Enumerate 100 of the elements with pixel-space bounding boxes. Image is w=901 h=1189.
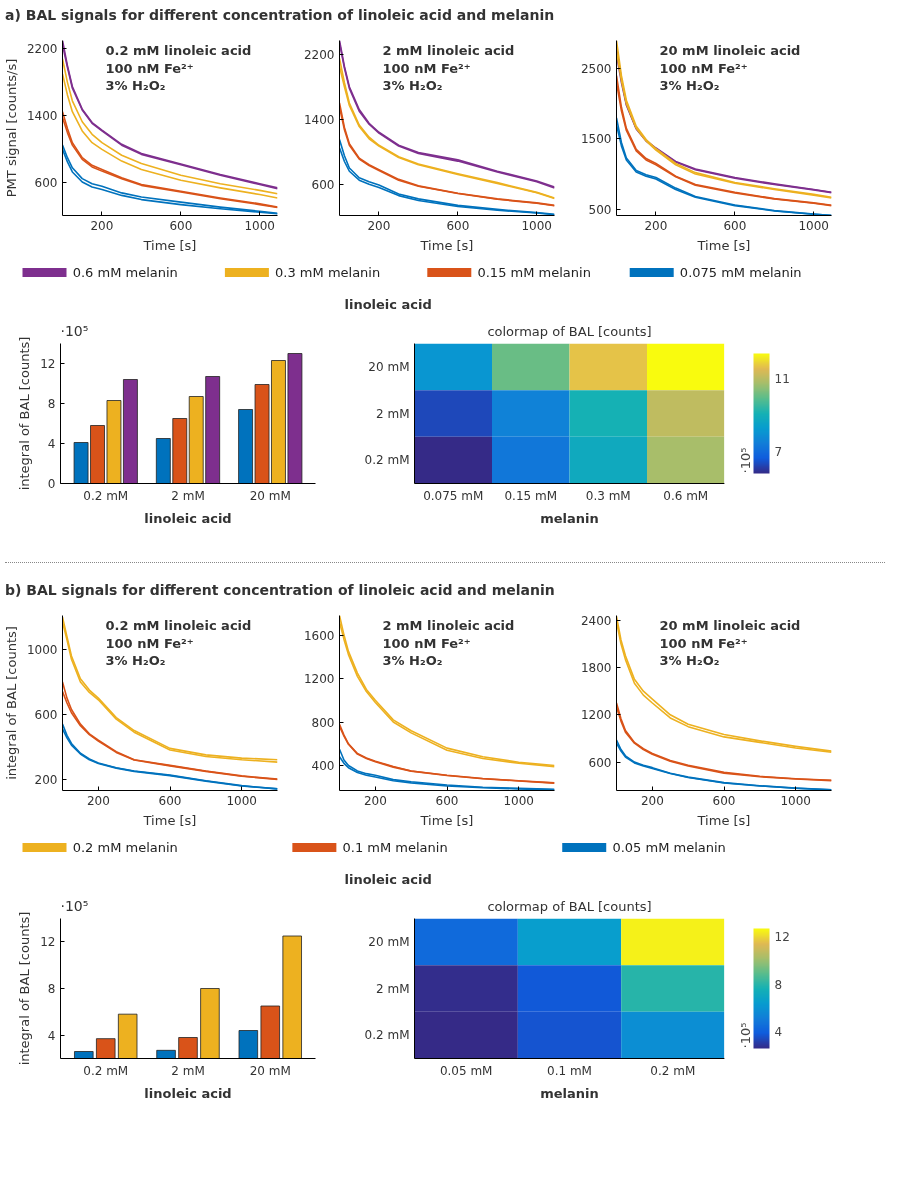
- chart-title: a) BAL signals for different concentration of linoleic acid and melanin: [5, 7, 555, 23]
- annotation: 3% H₂O₂: [105, 653, 166, 668]
- annotation: 3% H₂O₂: [105, 78, 166, 93]
- y-tick-label: 400: [311, 759, 335, 773]
- y-tick-label: 600: [311, 177, 335, 192]
- annotation: 100 nM Fe²⁺: [105, 635, 194, 651]
- x-tick-label: 0.2 mM: [83, 1063, 129, 1078]
- text: ·10⁵: [737, 1022, 753, 1049]
- x-tick-label: 1000: [521, 218, 553, 233]
- x-axis-title: Time [s]: [419, 812, 474, 828]
- x-tick-label: 0.05 mM: [439, 1063, 493, 1078]
- color-bar-label: 7: [774, 445, 783, 460]
- x-tick-label: 20 mM: [249, 1063, 291, 1078]
- x-tick-label: 200: [90, 218, 114, 233]
- y-axis-title: linoleic acid: [344, 296, 432, 312]
- y-tick-label: 200: [34, 772, 58, 787]
- y-tick-label: 600: [588, 755, 612, 770]
- y-tick-label: 1400: [303, 112, 335, 127]
- legend-label: 0.2 mM melanin: [72, 840, 178, 855]
- color-bar-label: 12: [774, 930, 790, 945]
- annotation: 100 nM Fe²⁺: [105, 60, 194, 76]
- y-axis-title: integral of BAL [counts]: [17, 911, 33, 1066]
- y-tick-label: 800: [311, 715, 335, 730]
- annotation: 3% H₂O₂: [659, 78, 720, 93]
- x-axis-title: Time [s]: [142, 237, 197, 253]
- legend-label: 0.3 mM melanin: [275, 265, 381, 280]
- x-tick-label: 0.6 mM: [663, 488, 709, 503]
- x-axis-title: linoleic acid: [144, 510, 232, 526]
- y-tick-label: 0.2 mM: [364, 1028, 410, 1043]
- y-tick-label: 1400: [26, 109, 58, 124]
- annotation: 100 nM Fe²⁺: [659, 60, 748, 76]
- x-axis-title: Time [s]: [696, 812, 751, 828]
- text: ·10⁵: [737, 447, 753, 474]
- x-axis-title: melanin: [540, 510, 599, 526]
- x-tick-label: 0.2 mM: [83, 488, 129, 503]
- x-tick-label: 0.1 mM: [547, 1063, 592, 1078]
- y-tick-label: 1200: [580, 708, 612, 723]
- legend-label: 0.05 mM melanin: [612, 840, 726, 855]
- x-tick-label: 0.15 mM: [504, 488, 558, 503]
- x-tick-label: 600: [158, 793, 182, 808]
- x-tick-label: 200: [640, 793, 664, 808]
- x-tick-label: 20 mM: [249, 488, 291, 503]
- y-axis-title: integral of BAL [counts]: [3, 626, 19, 780]
- y-tick-label: 1200: [303, 672, 335, 687]
- annotation: 100 nM Fe²⁺: [659, 635, 748, 651]
- annotation: 0.2 mM linoleic acid: [105, 618, 252, 633]
- annotation: 100 nM Fe²⁺: [382, 60, 471, 76]
- x-axis-title: linoleic acid: [144, 1085, 232, 1101]
- legend-label: 0.1 mM melanin: [342, 840, 448, 855]
- x-tick-label: 1000: [798, 218, 830, 233]
- chart-title: colormap of BAL [counts]: [487, 323, 652, 339]
- y-tick-label: 0.2 mM: [364, 453, 410, 468]
- y-tick-label: 1000: [26, 643, 58, 658]
- x-tick-label: 0.075 mM: [423, 488, 484, 503]
- y-tick-label: 12: [40, 357, 56, 371]
- y-tick-label: 2500: [580, 62, 612, 77]
- text: ·10⁵: [60, 897, 89, 914]
- annotation: 3% H₂O₂: [382, 78, 443, 93]
- color-bar-label: 4: [774, 1025, 783, 1040]
- x-tick-label: 2 mM: [171, 488, 205, 503]
- annotation: 100 nM Fe²⁺: [382, 635, 471, 651]
- x-tick-label: 200: [86, 793, 110, 808]
- y-tick-label: 600: [34, 707, 58, 722]
- y-tick-label: 2200: [26, 42, 58, 57]
- color-bar-label: 11: [774, 372, 790, 387]
- x-tick-label: 600: [446, 218, 470, 233]
- legend-label: 0.6 mM melanin: [72, 265, 178, 280]
- legend-label: 0.15 mM melanin: [477, 265, 591, 280]
- y-tick-label: 4: [47, 1028, 56, 1043]
- x-tick-label: 2 mM: [171, 1063, 205, 1078]
- y-tick-label: 20 mM: [368, 359, 410, 374]
- annotation: 20 mM linoleic acid: [659, 43, 801, 58]
- y-tick-label: 2200: [303, 47, 335, 62]
- annotation: 20 mM linoleic acid: [659, 618, 801, 633]
- annotation: 3% H₂O₂: [382, 653, 443, 668]
- x-tick-label: 600: [712, 793, 736, 808]
- y-tick-label: 12: [40, 935, 56, 950]
- x-tick-label: 200: [644, 218, 668, 233]
- annotation: 2 mM linoleic acid: [382, 618, 515, 633]
- chart-title: colormap of BAL [counts]: [487, 898, 652, 914]
- x-tick-label: 0.2 mM: [650, 1063, 696, 1078]
- x-tick-label: 1000: [244, 218, 276, 233]
- x-tick-label: 600: [723, 218, 747, 233]
- y-axis-title: linoleic acid: [344, 871, 432, 887]
- text: ·10⁵: [60, 322, 89, 339]
- y-tick-label: 2 mM: [376, 981, 410, 996]
- y-axis-title: integral of BAL [counts]: [17, 336, 33, 491]
- y-tick-label: 1500: [580, 132, 612, 147]
- y-tick-label: 8: [47, 982, 56, 996]
- y-tick-label: 600: [34, 176, 58, 191]
- x-tick-label: 0.3 mM: [585, 488, 631, 503]
- y-axis-title: PMT signal [counts/s]: [3, 58, 19, 198]
- y-tick-label: 0: [47, 477, 56, 491]
- x-tick-label: 600: [169, 218, 193, 233]
- color-bar-label: 8: [774, 977, 783, 992]
- x-axis-title: melanin: [540, 1085, 599, 1101]
- x-axis-title: Time [s]: [142, 812, 197, 828]
- x-tick-label: 1000: [226, 793, 257, 808]
- legend-label: 0.075 mM melanin: [679, 265, 802, 280]
- y-tick-label: 500: [588, 202, 612, 217]
